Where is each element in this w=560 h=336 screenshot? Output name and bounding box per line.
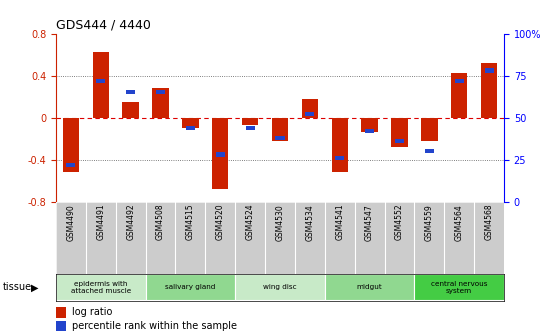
Text: GSM4530: GSM4530 bbox=[276, 204, 284, 241]
Text: log ratio: log ratio bbox=[72, 307, 112, 318]
Text: GSM4568: GSM4568 bbox=[484, 204, 493, 240]
Bar bbox=[126, 90, 135, 94]
Bar bbox=[146, 274, 235, 300]
Bar bbox=[235, 274, 325, 300]
Text: salivary gland: salivary gland bbox=[165, 284, 216, 290]
Text: GSM4541: GSM4541 bbox=[335, 204, 344, 240]
Bar bbox=[96, 79, 105, 83]
Bar bbox=[67, 163, 76, 167]
Bar bbox=[425, 149, 434, 153]
Text: GSM4559: GSM4559 bbox=[425, 204, 434, 241]
Bar bbox=[302, 99, 318, 118]
Bar bbox=[332, 118, 348, 172]
Bar bbox=[325, 274, 414, 300]
Bar bbox=[365, 129, 374, 133]
Bar bbox=[414, 274, 504, 300]
Bar bbox=[421, 118, 437, 141]
Text: GSM4552: GSM4552 bbox=[395, 204, 404, 240]
Text: GSM4490: GSM4490 bbox=[67, 204, 76, 241]
Bar bbox=[156, 90, 165, 94]
Text: GSM4492: GSM4492 bbox=[126, 204, 135, 240]
Bar bbox=[63, 118, 79, 172]
Bar bbox=[186, 126, 195, 130]
Bar bbox=[216, 153, 225, 157]
Bar bbox=[391, 118, 408, 147]
Bar bbox=[361, 118, 378, 132]
Text: midgut: midgut bbox=[357, 284, 382, 290]
Bar bbox=[152, 88, 169, 118]
Bar bbox=[481, 63, 497, 118]
Text: percentile rank within the sample: percentile rank within the sample bbox=[72, 321, 237, 331]
Text: ▶: ▶ bbox=[31, 282, 38, 292]
Bar bbox=[335, 156, 344, 160]
Text: epidermis with
attached muscle: epidermis with attached muscle bbox=[71, 281, 131, 294]
Bar bbox=[182, 118, 199, 128]
Text: GSM4508: GSM4508 bbox=[156, 204, 165, 240]
Text: GSM4520: GSM4520 bbox=[216, 204, 225, 240]
Text: GSM4515: GSM4515 bbox=[186, 204, 195, 240]
Bar bbox=[123, 102, 139, 118]
Bar bbox=[212, 118, 228, 189]
Bar bbox=[56, 274, 146, 300]
Bar bbox=[242, 118, 258, 125]
Bar bbox=[276, 136, 284, 140]
Bar bbox=[272, 118, 288, 141]
Bar bbox=[246, 126, 255, 130]
Bar bbox=[92, 52, 109, 118]
Text: GSM4524: GSM4524 bbox=[246, 204, 255, 240]
Text: GSM4534: GSM4534 bbox=[305, 204, 314, 241]
Text: GDS444 / 4440: GDS444 / 4440 bbox=[56, 18, 151, 31]
Text: central nervous
system: central nervous system bbox=[431, 281, 487, 294]
Text: tissue: tissue bbox=[3, 282, 32, 292]
Bar bbox=[395, 139, 404, 143]
Bar bbox=[484, 69, 493, 73]
Text: GSM4564: GSM4564 bbox=[455, 204, 464, 241]
Text: GSM4491: GSM4491 bbox=[96, 204, 105, 240]
Text: wing disc: wing disc bbox=[263, 284, 297, 290]
Bar bbox=[305, 112, 314, 116]
Bar bbox=[451, 74, 468, 118]
Text: GSM4547: GSM4547 bbox=[365, 204, 374, 241]
Bar bbox=[455, 79, 464, 83]
